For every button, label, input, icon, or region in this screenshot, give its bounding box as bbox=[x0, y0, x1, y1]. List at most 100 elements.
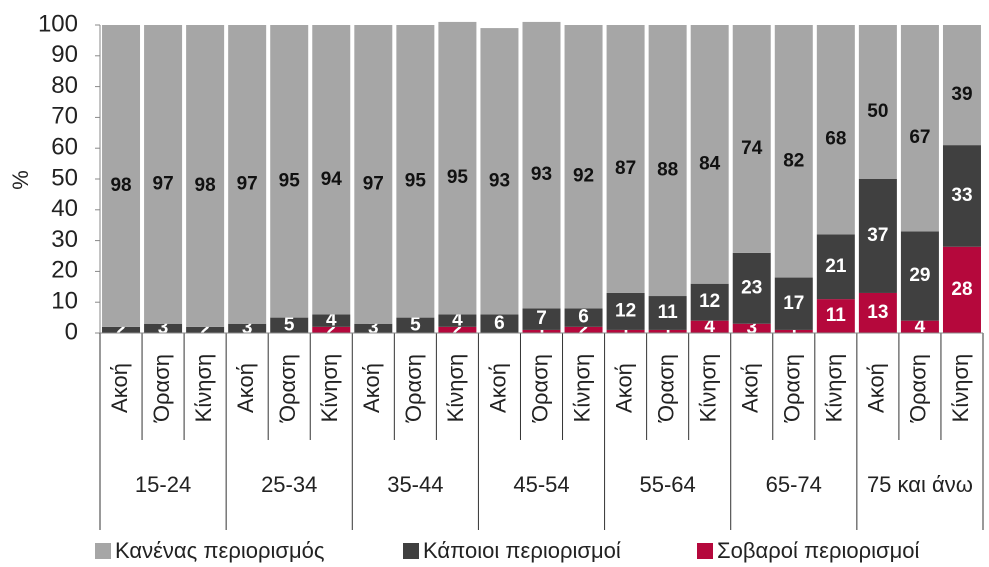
x-tick-label: Όραση bbox=[275, 354, 300, 423]
x-tick-label: Ακοή bbox=[864, 363, 889, 413]
data-label: 6 bbox=[494, 313, 505, 334]
bar-segment bbox=[396, 317, 435, 333]
y-axis-label: % bbox=[8, 170, 33, 190]
x-tick-label: Κίνηση bbox=[822, 354, 847, 423]
y-tick-label: 70 bbox=[51, 103, 78, 130]
data-label: 29 bbox=[909, 265, 930, 286]
data-label: 39 bbox=[951, 84, 972, 105]
data-label: 3 bbox=[746, 317, 757, 338]
bar-segment bbox=[270, 25, 309, 318]
bar-segment bbox=[522, 329, 561, 333]
data-label: 13 bbox=[867, 302, 888, 323]
bar-segment bbox=[942, 25, 981, 146]
bar-segment bbox=[228, 323, 267, 333]
bar-segment bbox=[522, 21, 561, 309]
group-label-box: 45-54 bbox=[513, 472, 570, 497]
bar-segment bbox=[102, 25, 141, 327]
bar-segment bbox=[144, 323, 183, 333]
data-label: 4 bbox=[326, 310, 337, 331]
group-label-box: 35-44 bbox=[387, 472, 444, 497]
group-label: 35-44 bbox=[387, 472, 444, 497]
data-label: 37 bbox=[867, 225, 888, 246]
bar-segment bbox=[312, 25, 351, 315]
data-label: 87 bbox=[615, 158, 636, 179]
data-label: 23 bbox=[741, 277, 762, 298]
group-label-box: 15-24 bbox=[134, 472, 192, 497]
x-tick-label: Όραση bbox=[906, 354, 931, 423]
bar-segment bbox=[312, 326, 351, 333]
group-label: 75 και άνω bbox=[866, 472, 973, 497]
x-tick-label: Ακοή bbox=[233, 363, 258, 413]
bar-segment bbox=[648, 25, 687, 297]
x-tick-label: Όραση bbox=[527, 354, 552, 423]
x-tick-label: Ακοή bbox=[359, 363, 384, 413]
bar-segment bbox=[186, 25, 225, 327]
bar-segment bbox=[858, 179, 897, 293]
bar-segment bbox=[732, 252, 771, 324]
bar-segment bbox=[228, 25, 267, 324]
y-tick-label: 90 bbox=[51, 41, 78, 68]
x-tick-label: Κίνηση bbox=[569, 354, 594, 423]
legend-label: Κάποιοι περιορισμοί bbox=[423, 538, 621, 563]
data-label: 7 bbox=[536, 308, 547, 329]
bar-segment bbox=[900, 320, 939, 333]
data-label: 5 bbox=[410, 314, 421, 335]
y-tick-label: 20 bbox=[51, 257, 78, 284]
bar-segment bbox=[648, 329, 687, 333]
bar-segment bbox=[858, 292, 897, 333]
bar-segment bbox=[774, 329, 813, 333]
y-tick-label: 80 bbox=[51, 72, 78, 99]
data-label: 33 bbox=[951, 185, 972, 206]
x-tick-label: Όραση bbox=[780, 354, 805, 423]
data-label: 97 bbox=[237, 173, 258, 194]
data-label: 4 bbox=[704, 316, 715, 337]
data-label: 3 bbox=[368, 317, 379, 338]
data-label: 95 bbox=[447, 167, 469, 188]
data-label: 3 bbox=[158, 317, 169, 338]
bar-segment bbox=[900, 25, 939, 232]
bar-segment bbox=[606, 292, 645, 330]
bar-segment bbox=[270, 317, 309, 333]
bar-segment bbox=[816, 25, 855, 235]
group-label: 15-24 bbox=[134, 472, 192, 497]
data-label: 2 bbox=[578, 319, 589, 340]
group-label: 45-54 bbox=[513, 472, 570, 497]
x-tick-label: Όραση bbox=[401, 354, 426, 423]
x-tick-label: Όραση bbox=[149, 354, 174, 423]
data-label: 98 bbox=[195, 175, 216, 196]
bar-segment bbox=[438, 326, 477, 333]
x-tick-label: Κίνηση bbox=[443, 354, 468, 423]
y-tick-label: 40 bbox=[51, 195, 78, 222]
bar-segment bbox=[774, 277, 813, 330]
y-tick-label: 60 bbox=[51, 134, 78, 161]
bar-segment bbox=[564, 308, 603, 327]
bar-segment bbox=[438, 21, 477, 315]
bar-segment bbox=[690, 320, 729, 333]
y-tick-label: 0 bbox=[65, 318, 78, 345]
data-label: 1 bbox=[536, 320, 547, 341]
legend-swatch bbox=[403, 543, 419, 559]
bar-segment bbox=[144, 25, 183, 324]
x-tick-label: Κίνηση bbox=[696, 354, 721, 423]
y-tick-label: 30 bbox=[51, 226, 78, 253]
group-label-box: 25-34 bbox=[261, 472, 318, 497]
bar-segment bbox=[732, 323, 771, 333]
bar-segment bbox=[480, 28, 519, 315]
data-label: 17 bbox=[783, 293, 804, 314]
data-label: 3 bbox=[242, 317, 253, 338]
y-tick-label: 100 bbox=[38, 10, 78, 37]
data-label: 94 bbox=[321, 169, 343, 190]
bar-segment bbox=[564, 25, 603, 309]
group-label: 25-34 bbox=[261, 472, 318, 497]
data-label: 68 bbox=[825, 129, 846, 150]
data-label: 84 bbox=[699, 153, 721, 174]
data-label: 97 bbox=[363, 173, 384, 194]
data-label: 4 bbox=[452, 310, 463, 331]
bar-segment bbox=[732, 25, 771, 253]
bar-segment bbox=[396, 25, 435, 318]
data-label: 5 bbox=[284, 314, 295, 335]
data-label: 67 bbox=[909, 127, 930, 148]
data-label: 50 bbox=[867, 101, 888, 122]
data-label: 93 bbox=[489, 170, 510, 191]
